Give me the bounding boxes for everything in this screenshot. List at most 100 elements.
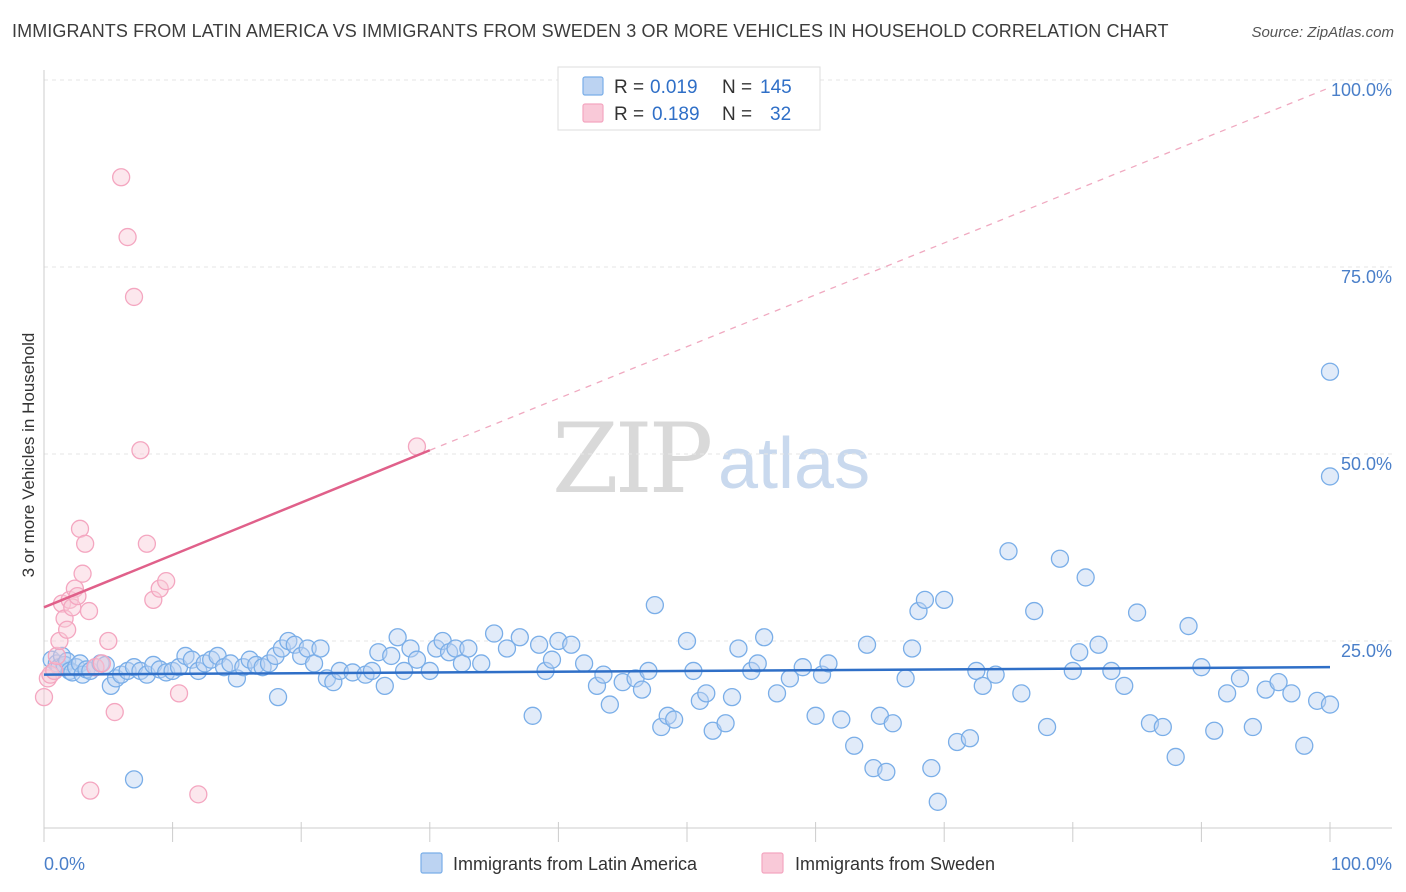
legend-swatch-sweden: [582, 103, 604, 123]
legend-n-value-2: 32: [770, 104, 791, 125]
latin-america-point-58: [375, 676, 394, 696]
latin-america-point-128: [986, 665, 1005, 684]
trend-line-sweden: [43, 449, 431, 609]
legend-r-label-1: R =: [614, 77, 644, 98]
latin-america-point-155: [1320, 362, 1340, 381]
sweden-point-26: [144, 590, 163, 610]
latin-america-point-125: [960, 729, 980, 748]
sweden-point-20: [105, 702, 124, 722]
sweden-point-32: [81, 781, 100, 800]
sweden-point-21: [112, 168, 131, 187]
latin-america-point-80: [562, 635, 581, 654]
trend-lines: [43, 86, 1331, 676]
latin-america-point-143: [1166, 747, 1185, 767]
latin-america-point-106: [793, 658, 812, 677]
legend-n-value-1: 145: [760, 77, 792, 98]
axes: [43, 70, 1392, 829]
latin-america-point-149: [1243, 717, 1262, 737]
latin-america-point-31: [189, 661, 208, 681]
latin-america-point-140: [1127, 603, 1147, 622]
latin-america-point-123: [935, 590, 954, 610]
watermark-atlas: atlas: [718, 424, 870, 504]
legend-n-label-2: N =: [722, 104, 752, 125]
legend-swatch-latin-america: [582, 76, 604, 96]
latin-america-point-70: [459, 639, 478, 658]
sweden-point-0: [34, 687, 54, 707]
y-tick-label-50: 50.0%: [1341, 454, 1392, 474]
sweden-point-30: [189, 785, 208, 804]
latin-america-point-147: [1217, 684, 1237, 703]
latin-america-point-112: [857, 635, 877, 654]
latin-america-point-121: [922, 759, 941, 778]
latin-america-point-78: [542, 650, 562, 669]
sweden-point-4: [47, 646, 67, 666]
latin-america-point-157: [1320, 695, 1340, 714]
latin-america-point-144: [1179, 616, 1198, 636]
latin-america-point-136: [1076, 568, 1095, 587]
legend: R = 0.019 N = 145 R = 0.189 N = 32: [557, 66, 821, 131]
legend-r-value-2: 0.189: [652, 104, 700, 125]
latin-america-point-61: [394, 661, 414, 681]
latin-america-point-120: [915, 590, 935, 610]
latin-america-point-111: [845, 736, 864, 755]
latin-america-point-84: [600, 695, 619, 714]
latin-america-point-130: [1012, 684, 1031, 703]
latin-america-point-74: [510, 628, 529, 647]
latin-america-point-43: [266, 646, 285, 666]
latin-america-point-132: [1037, 717, 1057, 737]
latin-america-point-110: [832, 710, 851, 729]
latin-america-point-103: [755, 628, 774, 647]
latin-america-point-159: [268, 687, 288, 707]
latin-america-point-135: [1070, 643, 1089, 662]
chart-source: Source: ZipAtlas.com: [1251, 24, 1394, 41]
y-tick-label-100: 100.0%: [1331, 80, 1392, 100]
sweden-point-27: [150, 579, 169, 598]
chart-title: IMMIGRANTS FROM LATIN AMERICA VS IMMIGRA…: [12, 21, 1169, 41]
latin-america-point-99: [722, 687, 742, 707]
latin-america-point-87: [632, 680, 652, 699]
latin-america-point-104: [767, 684, 787, 703]
latin-america-point-138: [1102, 661, 1121, 681]
latin-america-point-119: [909, 601, 928, 621]
x-ticks: [43, 822, 1331, 842]
legend-r-label-2: R =: [614, 104, 644, 125]
latin-america-point-127: [973, 676, 992, 696]
latin-america-point-89: [645, 595, 664, 615]
trend-line-sweden-extension: [429, 86, 1331, 451]
sweden-point-16: [79, 601, 99, 621]
y-tick-label-75: 75.0%: [1341, 267, 1392, 287]
sweden-point-14: [73, 564, 92, 583]
bottom-legend-swatch-latin-america: [420, 852, 443, 874]
sweden-point-15: [76, 534, 95, 553]
latin-america-point-98: [716, 714, 735, 733]
sweden-point-28: [157, 572, 176, 591]
latin-america-point-83: [594, 665, 613, 684]
trend-line-latin-america: [43, 665, 1331, 676]
latin-america-point-151: [1269, 672, 1288, 692]
watermark-zip: ZIP: [552, 403, 711, 515]
latin-america-point-146: [1205, 721, 1224, 740]
latin-america-point-107: [806, 706, 825, 725]
latin-america-point-42: [259, 654, 279, 673]
latin-america-point-63: [407, 650, 427, 669]
latin-america-point-56: [362, 661, 382, 681]
latin-america-point-75: [523, 706, 542, 725]
latin-america-point-158: [124, 770, 144, 789]
latin-america-point-95: [690, 691, 710, 710]
sweden-point-29: [169, 684, 189, 703]
latin-america-point-118: [902, 639, 922, 658]
latin-america-point-134: [1063, 661, 1082, 681]
latin-america-point-64: [420, 661, 439, 681]
y-tick-labels: 25.0% 50.0% 75.0% 100.0%: [1331, 80, 1392, 661]
latin-america-point-156: [1320, 467, 1340, 486]
latin-america-point-60: [388, 628, 407, 647]
latin-america-point-133: [1050, 549, 1070, 568]
latin-america-point-116: [883, 714, 902, 733]
sweden-point-3: [45, 661, 64, 681]
latin-america-point-92: [664, 710, 684, 729]
latin-america-point-153: [1295, 736, 1314, 755]
bottom-legend-label-latin-america: Immigrants from Latin America: [453, 854, 698, 874]
latin-america-point-59: [382, 646, 401, 666]
latin-america-point-122: [928, 792, 947, 811]
